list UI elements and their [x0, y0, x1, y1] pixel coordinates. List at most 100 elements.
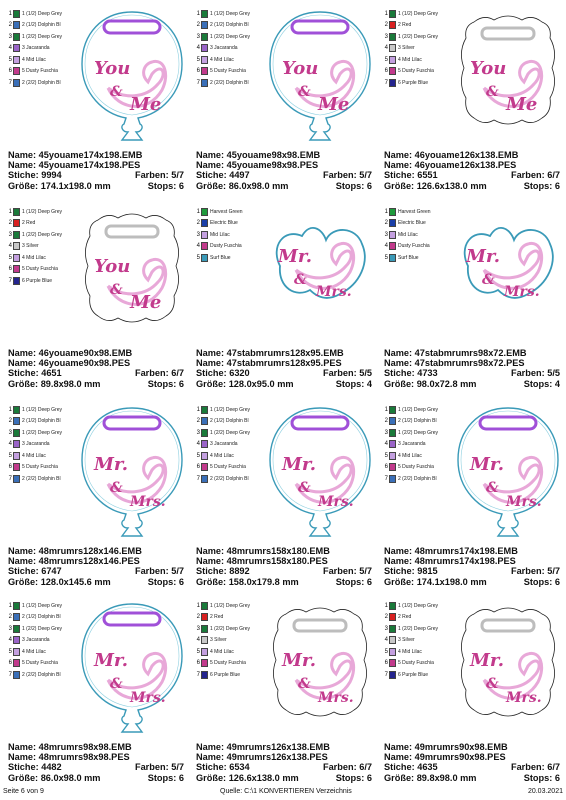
design-info: Name: 48mrumrs158x180.EMB Name: 48mrumrs… — [196, 546, 372, 587]
name-emb-line: Name: 48mrumrs98x98.EMB — [8, 742, 132, 752]
design-text-ampersand: & — [486, 84, 499, 100]
thread-color-row: 6 5 Dusty Fuschia — [8, 462, 86, 474]
thread-color-name: 4 Mid Lilac — [398, 56, 422, 63]
thread-color-row: 7 2 (2/2) Dolphin Bl — [196, 77, 274, 89]
thread-color-name: 5 Dusty Fuschia — [22, 660, 58, 667]
balloon-inner-line — [84, 14, 180, 116]
stitch-count: 4482 — [41, 762, 62, 773]
thread-color-row: 7 2 (2/2) Dolphin Bl — [384, 473, 462, 485]
stitch-line: Stiche: 9815 Farben: 5/7 — [384, 566, 560, 577]
heart-swirl — [106, 651, 168, 700]
thread-index: 4 — [196, 243, 200, 250]
design-info: Name: 48mrumrs98x98.EMB Name: 48mrumrs98… — [8, 742, 184, 783]
thread-color-swatch — [13, 659, 20, 668]
hanger-slot — [102, 611, 162, 627]
file-name-emb: 47stabmrumrs128x95.EMB — [226, 348, 344, 358]
thread-color-name: Harvest Green — [398, 208, 431, 215]
thread-color-name: 2 (2/2) Dolphin Bl — [22, 79, 61, 86]
size-line: Größe: 86.0x98.0 mm Stops: 6 — [8, 772, 184, 783]
embroidery-design-preview: Mr. & Mrs. — [266, 404, 374, 542]
design-info: Name: 49mrumrs126x138.EMB Name: 49mrumrs… — [196, 742, 372, 783]
thread-color-name: 2 (1/2) Dolphin Bl — [210, 22, 249, 29]
thread-color-row: 3 1 (2/2) Deep Grey — [8, 623, 86, 635]
color-count: 5/5 — [359, 368, 372, 379]
print-date: 20.03.2021 — [527, 788, 563, 795]
design-text-line1: You — [94, 256, 130, 277]
thread-color-name: 3 Jacaranda — [210, 441, 238, 448]
name-pes-line: Name: 45youame174x198.PES — [8, 160, 141, 171]
thread-color-name: Dusty Fuschia — [210, 243, 242, 250]
design-text-line3: Me — [505, 94, 537, 115]
design-card: 1 1 (1/2) Deep Grey 2 2 (1/2) Dolphin Bl 3 1 … — [196, 404, 376, 602]
thread-color-row: 1 1 (1/2) Deep Grey — [8, 206, 86, 218]
thread-color-swatch — [389, 670, 396, 679]
stop-count: 6 — [554, 576, 560, 587]
source-path: Quelle: C:\1 KONVERTIEREN Verzeichnis — [220, 788, 352, 795]
thread-index: 1 — [384, 10, 388, 17]
color-count: 6/7 — [171, 368, 184, 379]
thread-color-row: 1 Harvest Green — [196, 206, 274, 218]
thread-index: 2 — [384, 418, 388, 425]
thread-color-swatch — [13, 9, 20, 18]
thread-color-swatch — [389, 636, 396, 645]
color-count: 5/5 — [547, 368, 560, 379]
thread-color-name: 1 (1/2) Deep Grey — [22, 406, 63, 413]
stop-count: 6 — [178, 772, 184, 783]
thread-color-list: 1 1 (1/2) Deep Grey 2 2 (1/2) Dolphin Bl 3 1 … — [196, 8, 274, 89]
thread-index: 6 — [8, 464, 12, 471]
thread-color-swatch — [13, 253, 20, 262]
stop-count: 6 — [366, 772, 372, 783]
balloon-outline — [81, 407, 183, 537]
stop-count: 6 — [554, 772, 560, 783]
thread-color-row: 7 6 Purple Blue — [196, 669, 274, 681]
embroidery-design-preview: Mr. & Mrs. — [78, 600, 186, 738]
balloon-outline — [81, 603, 183, 733]
thread-color-row: 4 3 Silver — [384, 635, 462, 647]
thread-color-name: 2 (1/2) Dolphin Bl — [22, 418, 61, 425]
thread-color-row: 4 3 Jacaranda — [8, 439, 86, 451]
thread-index: 4 — [8, 243, 12, 250]
design-info: Name: 48mrumrs174x198.EMB Name: 48mrumrs… — [384, 546, 560, 587]
thread-index: 7 — [384, 671, 388, 678]
thread-color-swatch — [389, 9, 396, 18]
thread-color-name: 1 (1/2) Deep Grey — [22, 602, 63, 609]
thread-color-row: 1 1 (1/2) Deep Grey — [384, 404, 462, 416]
thread-color-name: 2 (2/2) Dolphin Bl — [210, 475, 249, 482]
balloon-outline — [269, 11, 371, 141]
thread-color-swatch — [13, 67, 20, 76]
balloon-inner-line — [272, 410, 368, 512]
file-name-emb: 48mrumrs128x146.EMB — [38, 546, 142, 556]
thread-color-swatch — [389, 44, 396, 53]
thread-color-row: 4 3 Jacaranda — [384, 439, 462, 451]
file-name-pes: 48mrumrs98x98.PES — [38, 752, 130, 763]
thread-index: 5 — [196, 648, 200, 655]
thread-color-name: 5 Dusty Fuschia — [398, 464, 434, 471]
thread-color-name: 6 Purple Blue — [398, 79, 429, 86]
design-size: 98.0x72.8 mm — [416, 378, 477, 389]
design-text-line1: Mr. — [469, 650, 504, 671]
thread-index: 1 — [8, 10, 12, 17]
design-card: 1 1 (1/2) Deep Grey 2 2 Red 3 1 (2/2) Deep Gr… — [384, 8, 564, 206]
stitch-count: 4635 — [417, 762, 438, 773]
design-info: Name: 49mrumrs90x98.EMB Name: 49mrumrs90… — [384, 742, 560, 783]
balloon-outline — [81, 11, 183, 141]
thread-color-row: 5 4 Mid Lilac — [8, 54, 86, 66]
thread-color-row: 4 3 Jacaranda — [8, 635, 86, 647]
thread-color-name: 3 Jacaranda — [22, 637, 50, 644]
stitch-line: Stiche: 9994 Farben: 5/7 — [8, 170, 184, 181]
thread-color-swatch — [13, 32, 20, 41]
thread-color-swatch — [13, 242, 20, 251]
thread-color-row: 4 Dusty Fuschia — [384, 241, 462, 253]
thread-color-swatch — [201, 67, 208, 76]
thread-color-swatch — [13, 670, 20, 679]
thread-index: 6 — [8, 660, 12, 667]
thread-index: 7 — [196, 475, 200, 482]
thread-color-name: 1 (2/2) Deep Grey — [398, 429, 439, 436]
design-size: 174.1x198.0 mm — [416, 576, 487, 587]
thread-index: 7 — [8, 79, 12, 86]
size-line: Größe: 89.8x98.0 mm Stops: 6 — [384, 772, 560, 783]
design-text-line1: Mr. — [93, 454, 128, 475]
thread-color-name: 1 (2/2) Deep Grey — [22, 429, 63, 436]
stitch-count: 6747 — [41, 566, 62, 577]
stitch-line: Stiche: 6534 Farben: 6/7 — [196, 762, 372, 773]
